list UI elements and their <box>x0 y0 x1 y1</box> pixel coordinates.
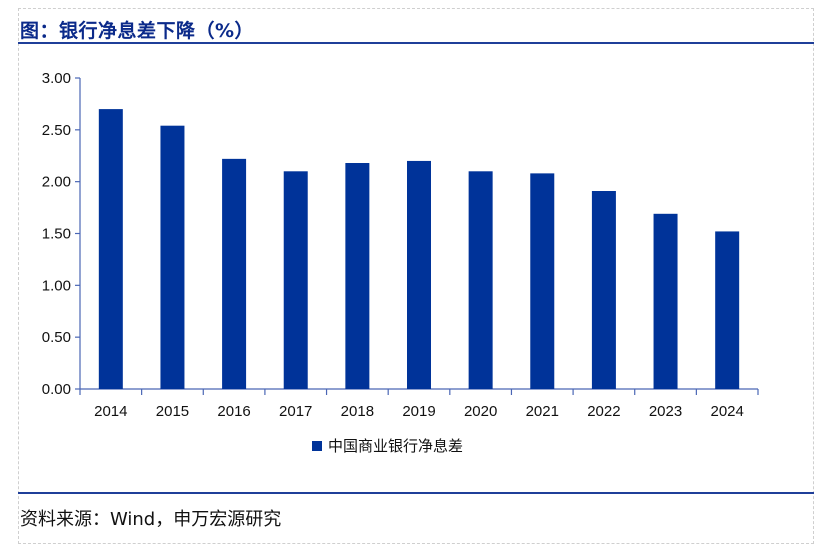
x-tick-label: 2021 <box>526 403 559 420</box>
x-tick-label: 2017 <box>279 403 312 420</box>
legend: 中国商业银行净息差 <box>312 438 463 455</box>
bar-2019 <box>407 160 431 389</box>
bar-2014 <box>98 109 123 389</box>
x-tick-label: 2020 <box>464 403 497 420</box>
y-tick-label: 2.50 <box>42 122 71 139</box>
x-tick-label: 2014 <box>94 403 127 420</box>
figure-frame <box>18 8 814 544</box>
x-tick-label: 2018 <box>341 403 374 420</box>
bar-2022 <box>591 190 616 389</box>
x-tick-label: 2019 <box>402 403 435 420</box>
bar-chart: 0.000.501.001.502.002.503.00 2014 2015 201… <box>42 70 759 455</box>
y-tick-label: 3.00 <box>42 70 71 87</box>
bar-2017 <box>283 171 308 389</box>
x-tick-label: 2015 <box>156 403 189 420</box>
y-axis: 0.00 0.50 1.00 1.50 2.00 2.50 3.00 <box>42 70 81 398</box>
source-note: 资料来源：Wind，申万宏源研究 <box>20 509 282 530</box>
legend-label: 中国商业银行净息差 <box>328 438 463 455</box>
x-tick-label: 2016 <box>217 403 250 420</box>
bar-2023 <box>653 213 678 389</box>
x-tick-label: 2022 <box>587 403 620 420</box>
source-divider <box>18 492 814 494</box>
figure-title: 图：银行净息差下降（%） <box>20 20 255 42</box>
x-tick-label: 2024 <box>710 403 743 420</box>
bar-2024 <box>715 231 740 389</box>
bar-2016 <box>222 158 247 389</box>
bar-2018 <box>345 163 370 389</box>
bar-2015 <box>160 125 185 389</box>
bar-2021 <box>530 173 555 389</box>
x-tick-label: 2023 <box>649 403 682 420</box>
bars <box>98 109 740 389</box>
x-axis: 2014 2015 2016 2017 2018 2019 2020 2021 2022 2023… <box>79 388 759 420</box>
y-tick-label: 1.00 <box>42 277 71 294</box>
chart-area: 0.00 0.50 1.00 1.50 2.00 2.50 3.00 2014 2015 201… <box>22 51 810 478</box>
y-tick-label: 1.50 <box>42 226 71 243</box>
y-tick-label: 0.00 <box>42 381 71 398</box>
title-divider <box>18 42 814 44</box>
bar-2020 <box>468 171 493 389</box>
y-tick-label: 0.50 <box>42 329 71 346</box>
legend-swatch <box>312 441 322 451</box>
y-tick-label: 2.00 <box>42 174 71 191</box>
